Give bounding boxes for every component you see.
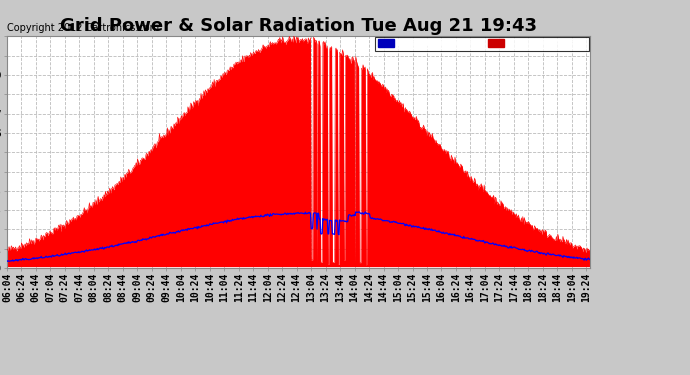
Text: Copyright 2012 Cartronics.com: Copyright 2012 Cartronics.com <box>7 23 159 33</box>
Title: Grid Power & Solar Radiation Tue Aug 21 19:43: Grid Power & Solar Radiation Tue Aug 21 … <box>60 18 537 36</box>
Legend: Radiation (w/m2), Grid (AC Watts): Radiation (w/m2), Grid (AC Watts) <box>375 36 589 51</box>
